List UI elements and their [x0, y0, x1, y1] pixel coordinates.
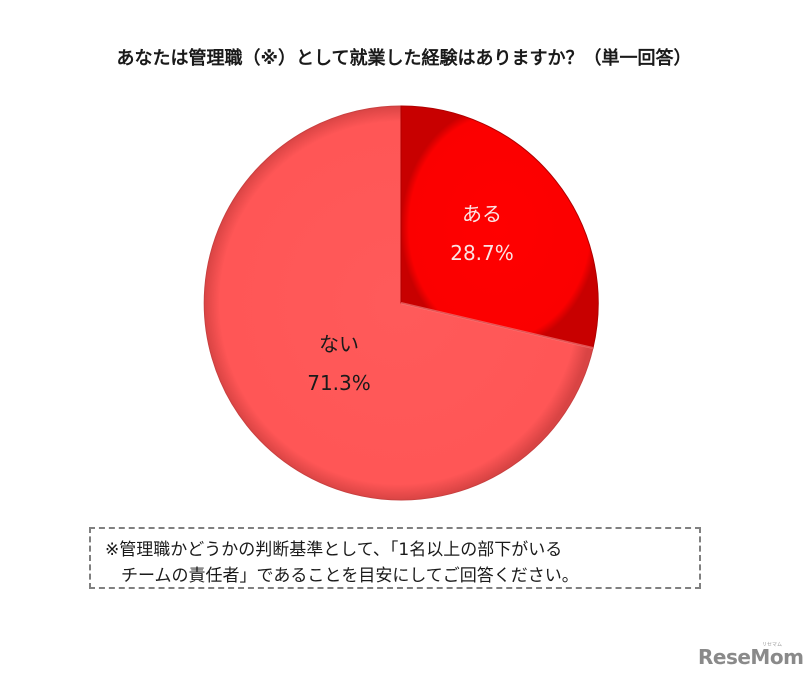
slice-label-yes: ある 28.7%	[422, 198, 542, 265]
footnote-line-2: チームの責任者」であることを目安にしてご回答ください。	[121, 566, 579, 586]
chart-title: あなたは管理職（※）として就業した経験はありますか？（単一回答）	[116, 48, 692, 69]
pie-slice-no	[203, 105, 594, 501]
slice-label-no-value: 71.3%	[307, 371, 371, 395]
slice-label-yes-value: 28.7%	[450, 241, 514, 265]
pie-slice-yes	[400, 105, 599, 349]
footnote-box: ※管理職かどうかの判断基準として、「1名以上の部下がいる チームの責任者」である…	[89, 527, 701, 589]
footnote-line-1: ※管理職かどうかの判断基準として、「1名以上の部下がいる	[105, 540, 563, 560]
slice-label-no: ない 71.3%	[279, 328, 399, 395]
resemom-logo-sub: リセマム	[762, 642, 783, 648]
slice-label-no-name: ない	[319, 332, 359, 356]
slice-label-yes-name: ある	[462, 202, 502, 226]
resemom-logo: ReseMom	[698, 645, 804, 669]
